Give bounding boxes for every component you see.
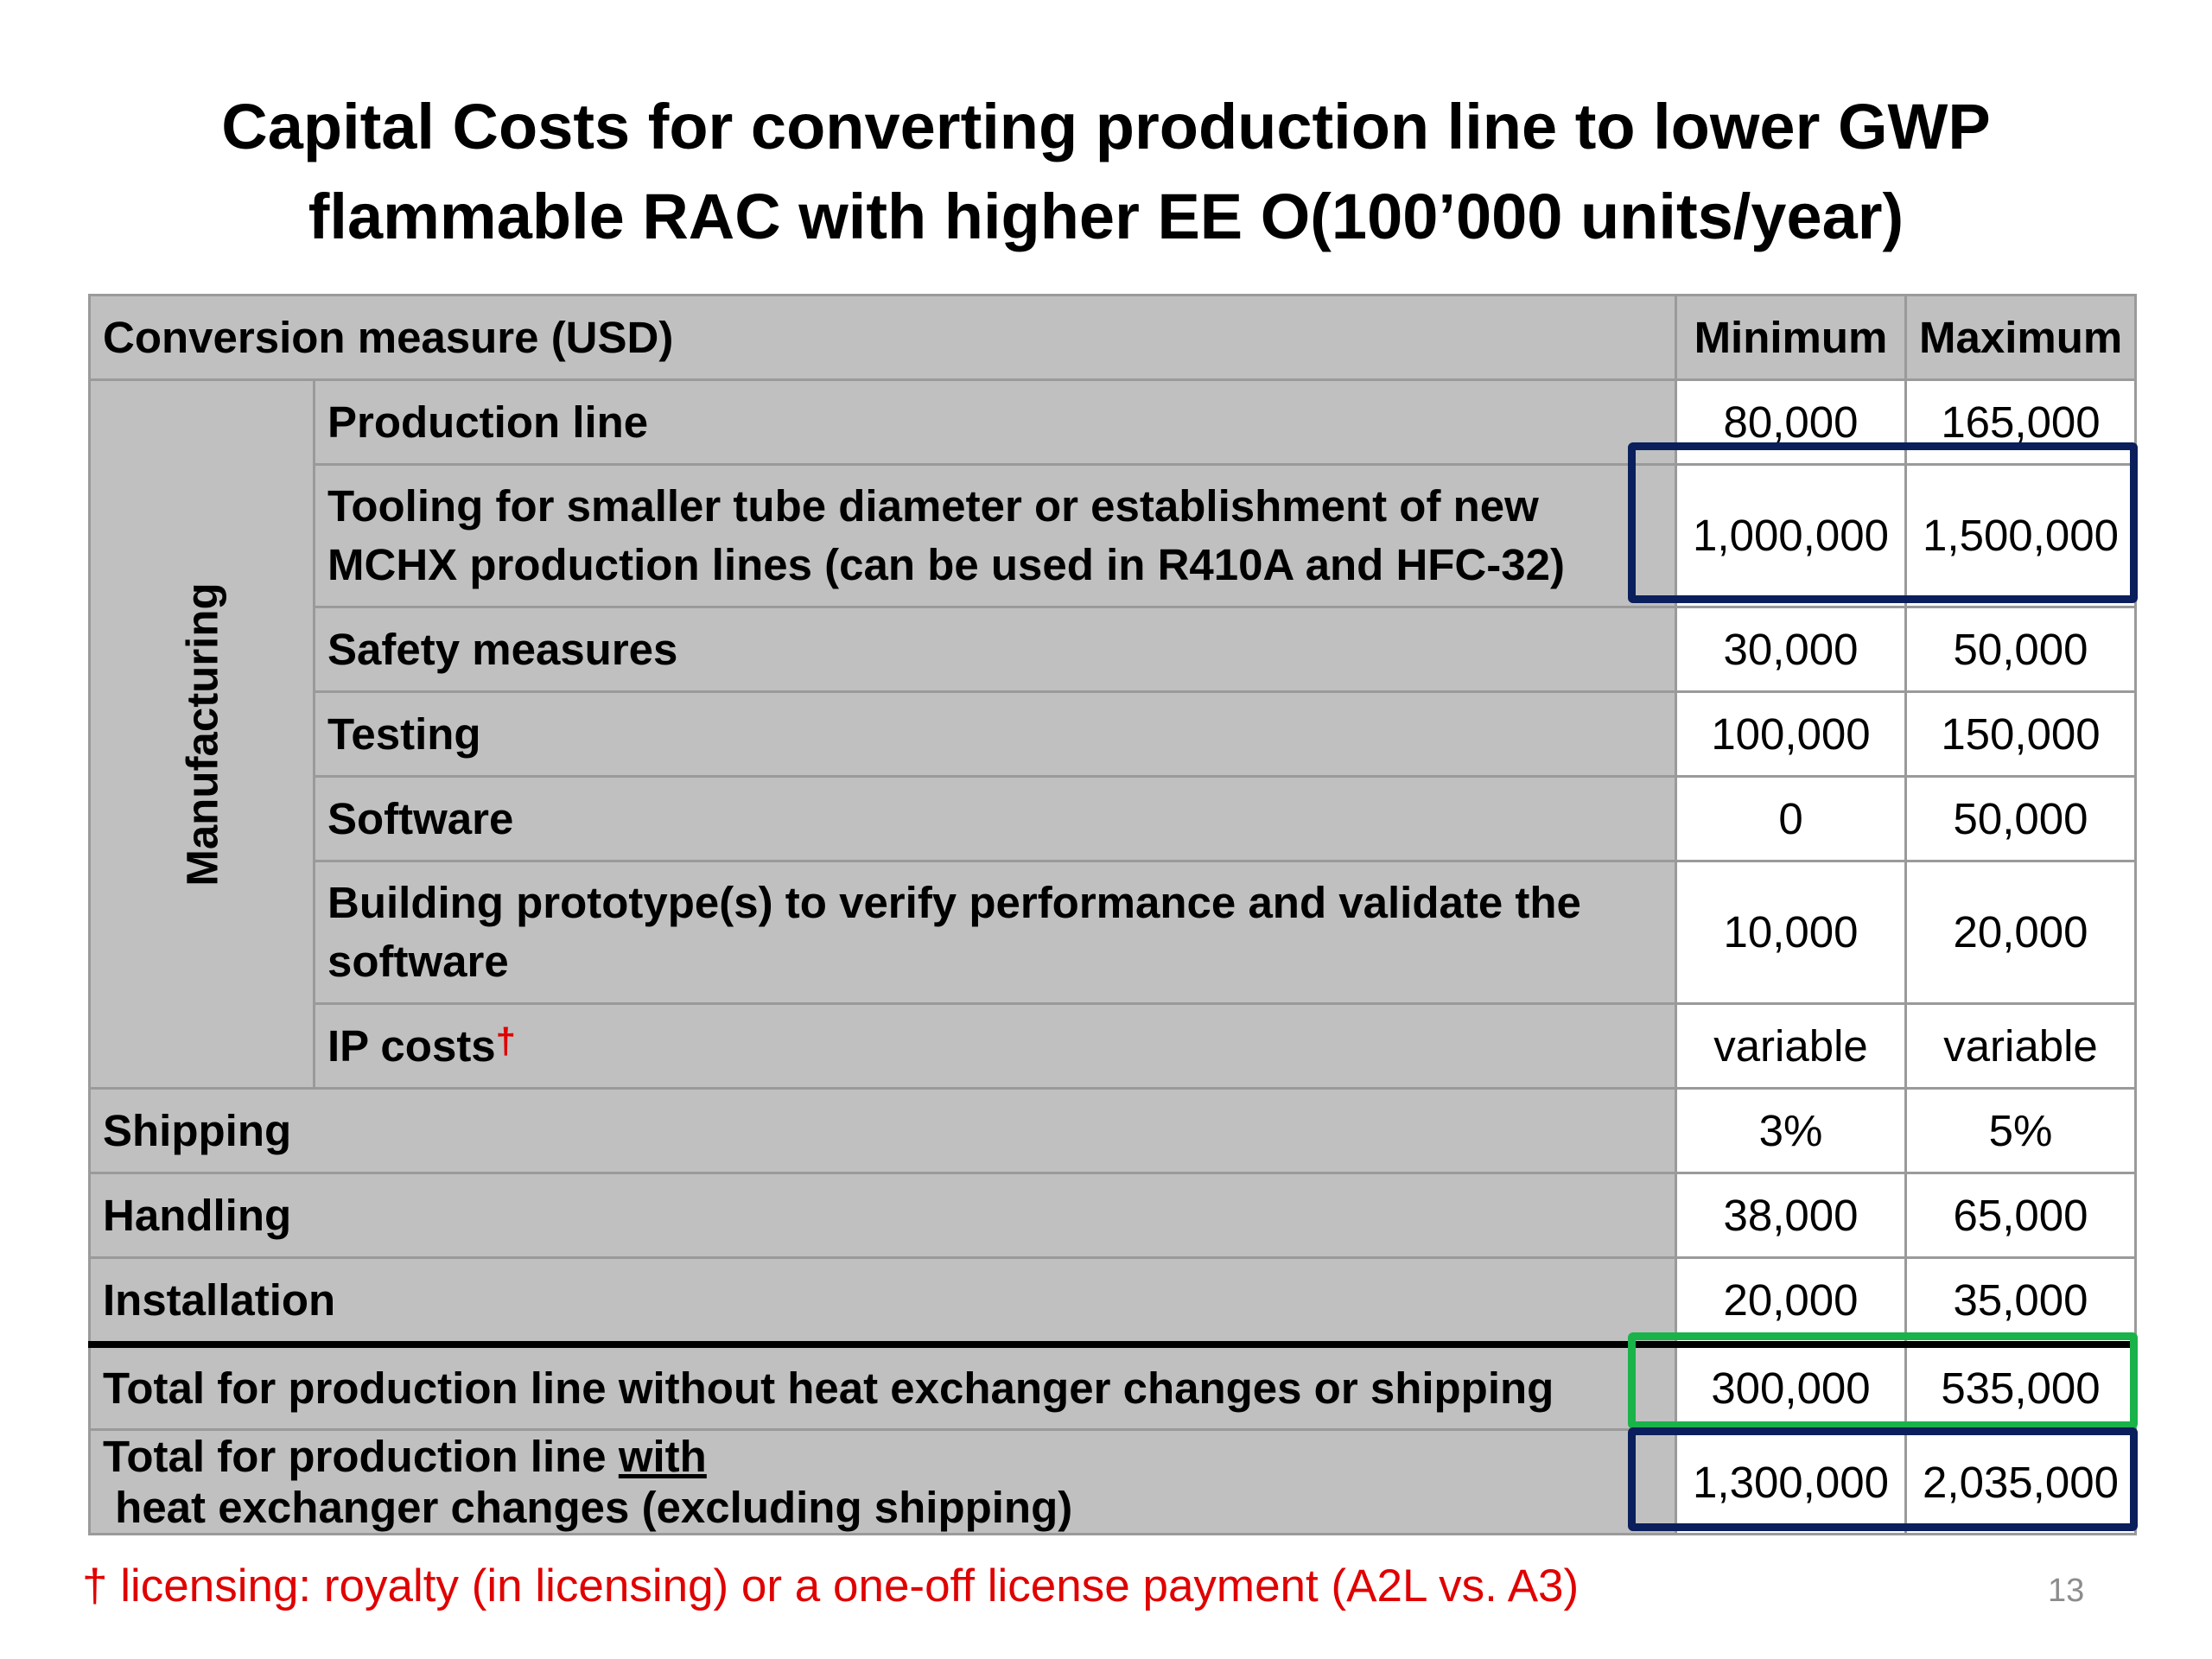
total-row: Total for production line without heat e… — [88, 1341, 2137, 1431]
row-max-value: 50,000 — [1904, 606, 2137, 693]
total-label: Total for production line without heat e… — [88, 1341, 1677, 1431]
row-max-value: 5% — [1904, 1087, 2137, 1174]
row-max-value: 165,000 — [1904, 378, 2137, 466]
row-label-line-1: Tooling for smaller tube diameter or est… — [327, 481, 1539, 531]
row-label: Installation — [88, 1256, 1677, 1344]
total-with-hx-highlight-box — [1628, 1427, 2138, 1531]
header-minimum: Minimum — [1675, 294, 1907, 381]
dagger-footnote-marker: † — [495, 1020, 517, 1061]
row-label-line-2: MCHX production lines (can be used in R4… — [327, 540, 1565, 589]
row-label: Safety measures — [313, 606, 1677, 693]
table-row: Tooling for smaller tube diameter or est… — [90, 463, 2137, 608]
row-label: Shipping — [88, 1087, 1677, 1174]
row-max-value: variable — [1904, 1002, 2137, 1090]
total-label: Total for production line with heat exch… — [88, 1428, 1677, 1535]
total-label-underlined: with — [618, 1432, 707, 1481]
row-label: Handling — [88, 1172, 1677, 1259]
row-label: Tooling for smaller tube diameter or est… — [313, 463, 1677, 608]
totals-table: Total for production line without heat e… — [88, 1341, 2137, 1535]
slide-title-line-1: Capital Costs for converting production … — [221, 91, 1991, 162]
row-label: Testing — [313, 690, 1677, 778]
table-row: Shipping 3% 5% — [88, 1087, 2137, 1174]
row-min-value: 0 — [1675, 775, 1907, 862]
total-max-value: 535,000 — [1904, 1341, 2137, 1431]
row-min-value: 20,000 — [1675, 1256, 1907, 1344]
row-label: Software — [313, 775, 1677, 862]
table-row: IP costs† variable variable — [90, 1002, 2137, 1090]
row-label-line-2: software — [327, 937, 509, 986]
row-max-value: 35,000 — [1904, 1256, 2137, 1344]
row-max-value: 65,000 — [1904, 1172, 2137, 1259]
page-number: 13 — [2048, 1573, 2085, 1609]
table-row: Manufacturing Production line 80,000 165… — [88, 378, 2137, 1090]
total-max-value: 2,035,000 — [1904, 1428, 2137, 1535]
total-row: Total for production line with heat exch… — [88, 1428, 2137, 1535]
total-without-hx-highlight-box — [1628, 1332, 2138, 1429]
row-min-value: 1,000,000 — [1675, 463, 1907, 608]
row-max-value: 20,000 — [1904, 860, 2137, 1005]
manufacturing-group-cell: Manufacturing — [88, 378, 315, 1090]
manufacturing-group-label: Manufacturing — [177, 582, 226, 887]
slide-title: Capital Costs for converting production … — [0, 82, 2212, 262]
table-row: Software 0 50,000 — [90, 775, 2137, 862]
table-row: Safety measures 30,000 50,000 — [90, 606, 2137, 693]
row-min-value: 38,000 — [1675, 1172, 1907, 1259]
row-max-value: 50,000 — [1904, 775, 2137, 862]
row-max-value: 1,500,000 — [1904, 463, 2137, 608]
row-min-value: 3% — [1675, 1087, 1907, 1174]
table-header-row: Conversion measure (USD) Minimum Maximum — [88, 294, 2137, 381]
row-label: IP costs† — [313, 1002, 1677, 1090]
table-row: Building prototype(s) to verify performa… — [90, 860, 2137, 1005]
total-min-value: 1,300,000 — [1675, 1428, 1907, 1535]
row-min-value: 100,000 — [1675, 690, 1907, 778]
total-label-part-2: heat exchanger changes (excluding shippi… — [103, 1483, 1073, 1532]
row-min-value: variable — [1675, 1002, 1907, 1090]
header-conversion-measure: Conversion measure (USD) — [88, 294, 1677, 381]
header-maximum: Maximum — [1904, 294, 2137, 381]
row-label: Building prototype(s) to verify performa… — [313, 860, 1677, 1005]
total-label-part-1: Total for production line — [103, 1432, 619, 1481]
conversion-cost-table: Conversion measure (USD) Minimum Maximum… — [88, 294, 2137, 1344]
row-min-value: 80,000 — [1675, 378, 1907, 466]
tooling-highlight-box — [1628, 442, 2138, 603]
footnote: † licensing: royalty (in licensing) or a… — [82, 1560, 1580, 1611]
table-row: Handling 38,000 65,000 — [88, 1172, 2137, 1259]
table-row: Installation 20,000 35,000 — [88, 1256, 2137, 1344]
row-min-value: 10,000 — [1675, 860, 1907, 1005]
table-row: Testing 100,000 150,000 — [90, 690, 2137, 778]
slide-title-line-2: flammable RAC with higher EE O(100’000 u… — [308, 181, 1904, 252]
ip-costs-label: IP costs — [327, 1021, 496, 1071]
row-max-value: 150,000 — [1904, 690, 2137, 778]
row-label-line-1: Building prototype(s) to verify performa… — [327, 878, 1581, 927]
row-min-value: 30,000 — [1675, 606, 1907, 693]
row-label: Production line — [313, 378, 1677, 466]
total-min-value: 300,000 — [1675, 1341, 1907, 1431]
